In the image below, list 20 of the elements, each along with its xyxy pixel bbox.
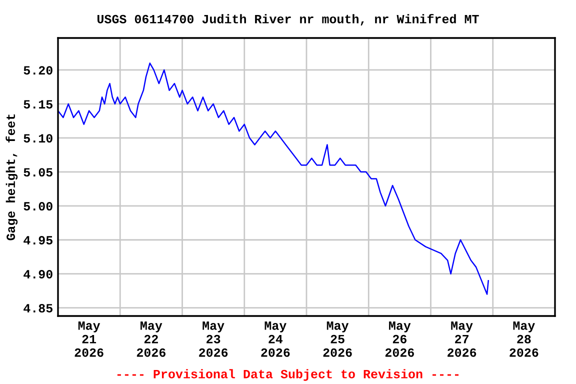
- x-tick-label: May 27 2026: [448, 322, 476, 357]
- x-tick-label: May 25 2026: [323, 322, 352, 357]
- y-tick-label: 5.20: [24, 66, 52, 75]
- y-tick-label: 5.00: [24, 202, 52, 211]
- chart-title: USGS 06114700 Judith River nr mouth, nr Winifred MT: [97, 14, 479, 26]
- y-axis-title: Gage height, feet: [6, 114, 18, 240]
- x-tick-label: May 23 2026: [199, 322, 228, 357]
- x-tick-label: May 22 2026: [136, 322, 166, 357]
- y-tick-label: 5.10: [24, 134, 52, 143]
- x-tick-label: May 24 2026: [261, 322, 290, 357]
- x-tick-label: May 28 2026: [510, 322, 538, 357]
- text: ---- Provisional Data Subject to Revision ----: [117, 369, 459, 381]
- y-tick-label: 5.05: [24, 168, 52, 177]
- y-tick-label: 5.15: [24, 100, 52, 109]
- y-tick-label: 4.85: [24, 304, 52, 312]
- x-tick-label: May 26 2026: [385, 322, 414, 357]
- y-tick-label: 4.90: [24, 270, 52, 279]
- y-tick-label: 4.95: [24, 236, 52, 245]
- x-tick-label: May 21 2026: [74, 322, 104, 357]
- line-series: [58, 62, 489, 295]
